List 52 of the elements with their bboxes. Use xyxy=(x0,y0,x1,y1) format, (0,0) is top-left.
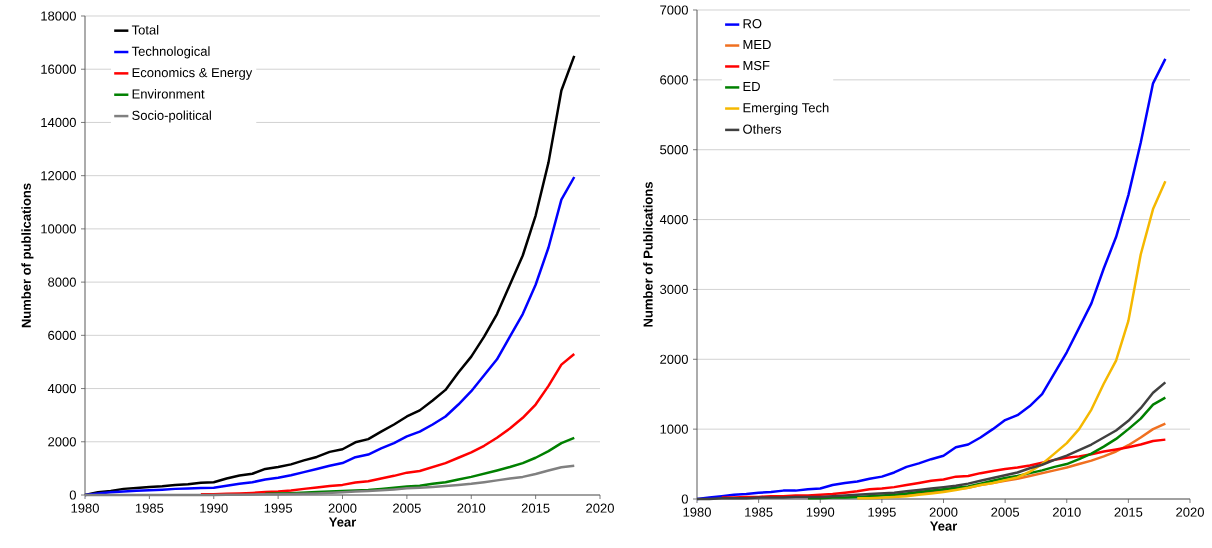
y-tick-label: 4000 xyxy=(47,383,76,394)
legend-label: MSF xyxy=(743,60,770,71)
y-tick-label: 7000 xyxy=(660,5,688,15)
line-series xyxy=(720,438,1167,499)
x-tick-label: 1980 xyxy=(71,503,99,513)
y-tick-label: 4000 xyxy=(659,214,688,225)
y-tick-label: 12000 xyxy=(41,171,76,181)
x-tick-label: 1995 xyxy=(868,507,896,517)
y-tick-label: 0 xyxy=(69,490,76,500)
legend-label: Environment xyxy=(132,89,205,99)
x-tick-label: 2010 xyxy=(1052,507,1081,517)
x-tick-label: 2005 xyxy=(991,507,1020,517)
y-tick-label: 6000 xyxy=(660,75,688,85)
x-tick-label: 2000 xyxy=(929,507,958,517)
legend-label: Total xyxy=(131,24,159,35)
x-tick-label: 2015 xyxy=(1114,507,1143,517)
x-tick-label: 2015 xyxy=(521,503,550,513)
y-axis-title: Number of Publications xyxy=(643,182,653,327)
x-tick-label: 2020 xyxy=(1176,507,1204,517)
y-tick-label: 0 xyxy=(681,494,688,504)
legend-label: ED xyxy=(743,81,760,91)
x-tick-label: 2010 xyxy=(457,503,486,513)
y-tick-label: 8000 xyxy=(48,277,76,287)
y-tick-label: 2000 xyxy=(48,437,76,447)
legend-label: Technological xyxy=(131,46,210,59)
y-axis-title: Number of publications xyxy=(21,183,34,328)
x-tick-label: 1990 xyxy=(200,503,228,513)
x-tick-label: 1980 xyxy=(683,507,711,517)
x-tick-label: 2000 xyxy=(328,503,357,513)
legend-label: Economics & Energy xyxy=(132,67,253,80)
y-tick-label: 1000 xyxy=(660,424,688,434)
legend-label: Emerging Tech xyxy=(743,102,829,115)
x-tick-label: 1985 xyxy=(745,507,773,517)
legend-label: Others xyxy=(743,124,782,134)
y-tick-label: 14000 xyxy=(41,117,76,128)
x-axis-title: Year xyxy=(929,521,958,531)
legend-label: Socio-political xyxy=(132,110,211,123)
y-tick-label: 2000 xyxy=(660,354,688,364)
y-tick-label: 6000 xyxy=(48,330,76,340)
x-axis-title: Year xyxy=(328,517,357,527)
legend-label: MED xyxy=(743,40,771,50)
x-tick-label: 2005 xyxy=(393,503,421,513)
y-tick-label: 5000 xyxy=(660,145,688,155)
legend-label: RO xyxy=(743,19,762,29)
y-tick-label: 16000 xyxy=(41,64,76,74)
x-tick-label: 1995 xyxy=(264,503,293,513)
x-tick-label: 1990 xyxy=(806,507,835,517)
x-tick-label: 1985 xyxy=(135,503,164,513)
y-tick-label: 18000 xyxy=(41,11,76,21)
y-tick-label: 3000 xyxy=(660,284,688,295)
x-tick-label: 2020 xyxy=(586,503,614,513)
y-tick-label: 10000 xyxy=(41,224,76,234)
